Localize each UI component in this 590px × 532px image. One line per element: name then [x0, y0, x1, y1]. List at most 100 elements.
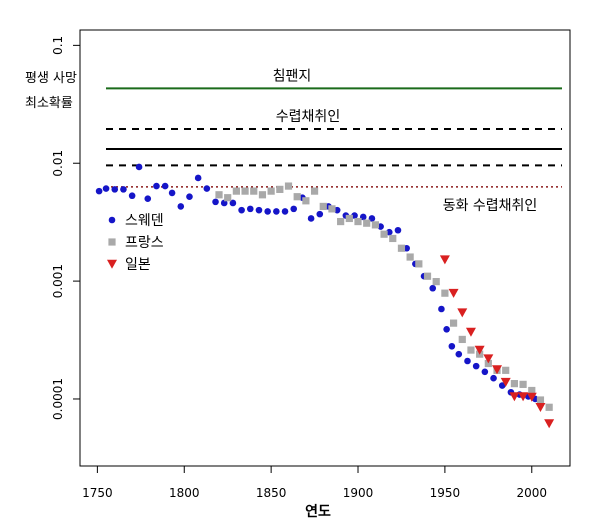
japan-point — [448, 288, 459, 298]
france-point — [545, 403, 553, 411]
france-point — [406, 253, 414, 261]
japan-point — [465, 327, 476, 337]
japan-point — [492, 365, 503, 375]
sweden-point — [212, 198, 219, 206]
sweden-point — [490, 374, 497, 382]
sweden-point — [264, 208, 271, 215]
sweden-point — [481, 368, 489, 376]
france-point — [284, 182, 293, 190]
sweden-point — [168, 189, 176, 197]
y-tick-label: 0.0001 — [51, 378, 65, 420]
france-point — [415, 260, 423, 268]
sweden-point — [464, 357, 471, 365]
x-tick-label: 1800 — [169, 486, 200, 500]
sweden-point — [111, 186, 119, 193]
france-point — [536, 396, 545, 404]
sweden-point — [498, 382, 506, 389]
y-axis-label-line-2: 최소확률 — [25, 96, 73, 111]
japan-point — [509, 392, 520, 402]
france-point — [528, 386, 536, 395]
france-point — [258, 191, 267, 199]
france-point — [371, 221, 379, 229]
france-point — [310, 187, 319, 195]
japan-point — [544, 419, 555, 429]
france-point — [458, 335, 466, 344]
france-point — [241, 187, 249, 195]
x-tick-label: 1900 — [343, 486, 374, 500]
france-point — [441, 289, 449, 297]
x-tick-label: 1750 — [82, 486, 113, 500]
france-point — [449, 319, 458, 327]
france-point — [302, 197, 310, 205]
sweden-point — [238, 206, 245, 214]
sweden-point — [255, 206, 263, 214]
france-point — [519, 380, 527, 388]
france-point — [232, 187, 240, 195]
japan-point — [526, 392, 537, 402]
legend-label-sweden: 스웨덴 — [125, 213, 164, 229]
legend-marker-japan — [107, 259, 117, 269]
france-point — [293, 193, 301, 201]
france-point — [467, 346, 475, 354]
japan-point — [439, 255, 450, 265]
japan-point — [518, 392, 529, 402]
sweden-point — [455, 350, 463, 358]
sweden-point — [229, 199, 237, 207]
sweden-point — [472, 362, 480, 370]
data-points — [95, 163, 555, 429]
reference-label-acculturated: 동화 수렵채취인 — [443, 198, 538, 214]
france-point — [267, 187, 275, 195]
japan-point — [483, 354, 494, 364]
sweden-point — [316, 210, 324, 218]
sweden-point — [203, 185, 211, 192]
japan-point — [457, 308, 468, 318]
japan-point — [500, 377, 511, 387]
y-tick-label: 0.1 — [51, 36, 65, 55]
sweden-point — [438, 305, 445, 313]
sweden-point — [273, 208, 280, 215]
sweden-point — [135, 163, 143, 171]
x-tick-label: 2000 — [516, 486, 547, 500]
france-point — [345, 214, 353, 223]
legend-label-france: 프랑스 — [125, 235, 164, 251]
japan-point — [474, 345, 485, 355]
sweden-point — [429, 284, 437, 292]
x-axis-label: 연도 — [305, 504, 331, 520]
sweden-point — [307, 215, 315, 222]
france-point — [354, 217, 362, 226]
sweden-point — [161, 182, 169, 190]
legend-label-japan: 일본 — [125, 257, 151, 273]
sweden-point — [186, 193, 193, 201]
reference-label-chimp: 침팬지 — [273, 68, 312, 84]
sweden-point — [102, 185, 110, 192]
france-point — [328, 205, 336, 213]
sweden-point — [144, 195, 152, 203]
reference-label-hg-upper: 수렵채취인 — [276, 109, 340, 125]
france-point — [215, 191, 223, 199]
y-tick-label: 0.001 — [51, 264, 65, 298]
sweden-point — [290, 205, 298, 213]
sweden-point — [281, 208, 289, 215]
france-point — [363, 219, 371, 227]
sweden-point — [177, 203, 185, 210]
france-point — [510, 380, 518, 388]
france-point — [397, 244, 406, 252]
y-tick-label: 0.01 — [51, 150, 65, 177]
france-point — [389, 234, 397, 243]
sweden-point — [95, 187, 103, 195]
france-point — [250, 187, 258, 195]
sweden-point — [128, 192, 136, 200]
sweden-point — [443, 326, 450, 333]
legend-marker-france — [108, 238, 116, 246]
france-point — [380, 230, 388, 238]
legend-marker-sweden — [108, 216, 116, 224]
france-point — [319, 202, 327, 211]
x-tick-label: 1950 — [430, 486, 461, 500]
y-axis-label-line-1: 평생 사망 — [25, 71, 77, 86]
sweden-point — [220, 199, 228, 207]
japan-point — [535, 403, 546, 413]
france-point — [484, 359, 492, 368]
